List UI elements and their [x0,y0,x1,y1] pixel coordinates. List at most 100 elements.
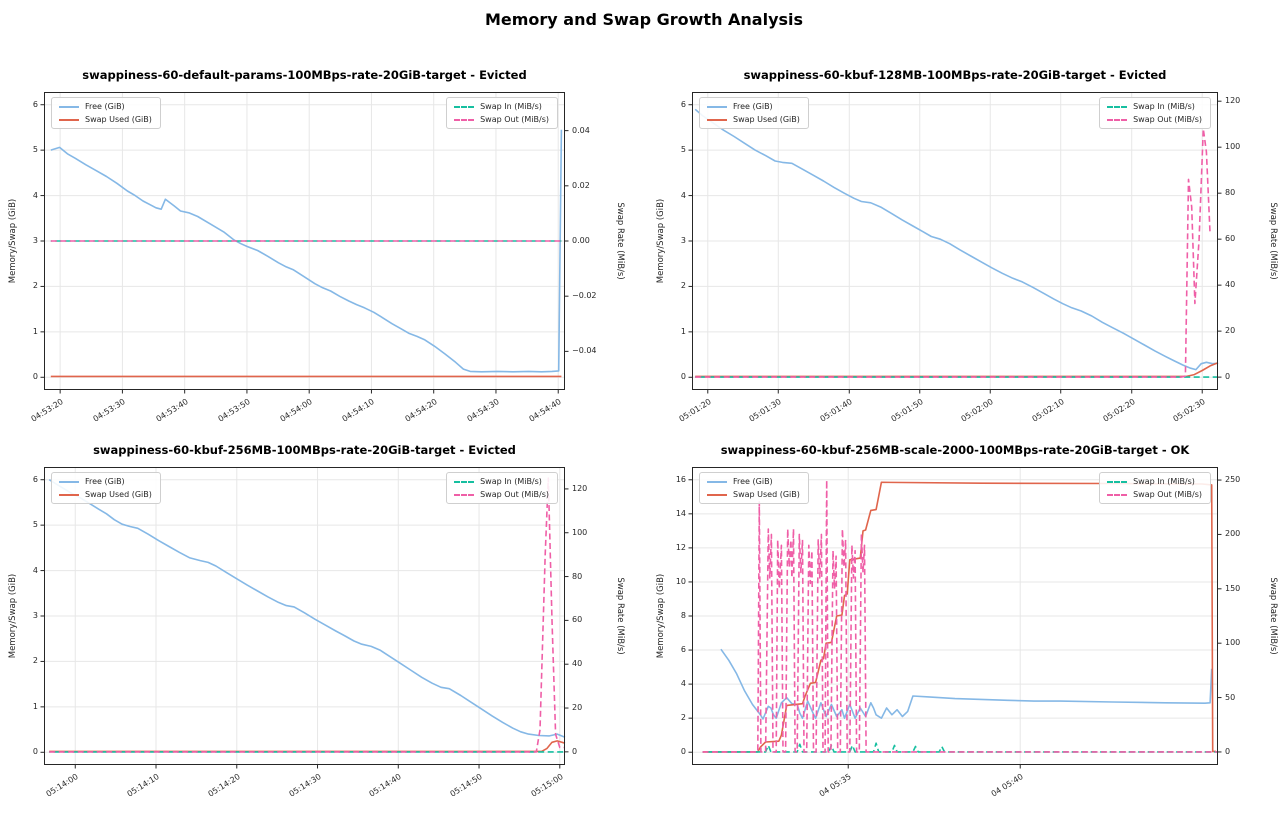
legend-line-swap_in-icon [454,105,475,108]
plot-area [688,467,1222,769]
chart-title: swappiness-60-kbuf-256MB-100MBps-rate-20… [93,443,516,457]
x-tick-label: 04 05:35 [817,772,853,799]
y-tick-label-right: 0.00 [572,236,590,245]
y-tick-label-left: 3 [680,236,686,245]
axes-border [692,92,1218,390]
legend-label: Swap In (MiB/s) [1133,477,1195,486]
y-tick-label-left: 4 [680,679,686,689]
x-tick-label: 05:14:20 [206,772,242,799]
y-tick-label-left: 14 [675,508,686,518]
x-tick-label: 05:14:30 [287,772,323,799]
series-line-swap_used [49,740,566,753]
y-tick-label-left: 12 [675,542,686,552]
series-line-free [48,479,566,739]
plot-area [40,92,569,394]
y-tick-label-right: 20 [572,703,583,713]
legend-label: Swap In (MiB/s) [1133,102,1195,111]
y-tick-label-left: 0 [680,747,686,757]
legend-swap-rate: Swap In (MiB/s) Swap Out (MiB/s) [1099,472,1211,504]
legend-line-swap_in-icon [1107,105,1128,108]
y-tick-label-right: 250 [1225,475,1241,485]
legend-label: Swap In (MiB/s) [480,477,542,486]
series-line-swap_used [695,361,1219,378]
series-line-swap_out [695,127,1211,378]
y-axis-label-right: Swap Rate (MiB/s) [615,577,625,655]
legend-item: Swap In (MiB/s) [454,477,549,486]
chart-title: swappiness-60-default-params-100MBps-rat… [82,68,527,82]
legend-label: Free (GiB) [85,477,125,486]
y-tick-label-right: 100 [572,527,588,537]
legend-label: Swap Out (MiB/s) [1133,115,1202,124]
legend-label: Swap Used (GiB) [733,115,800,124]
plot-area [40,467,569,769]
y-tick-label-right: 0 [1225,372,1231,382]
axes-border [44,92,565,390]
legend-item: Swap In (MiB/s) [454,102,549,111]
y-tick-label-right: 0.04 [572,125,590,135]
legend-line-free-icon [59,480,79,483]
legend-label: Free (GiB) [733,102,773,111]
y-tick-label-right: 200 [1225,529,1241,539]
legend-swap-rate: Swap In (MiB/s) Swap Out (MiB/s) [446,97,558,129]
y-tick-label-right: 40 [1225,280,1236,290]
legend-item: Swap Used (GiB) [707,490,800,499]
x-tick-label: 05:15:00 [529,772,565,799]
chart-swappiness-kbuf-256MB: swappiness-60-kbuf-256MB-100MBps-rate-20… [8,443,625,799]
y-tick-label-left: 6 [32,99,38,109]
y-tick-label-left: 3 [32,236,38,245]
y-tick-label-left: 1 [32,701,38,711]
legend-line-swap_used-icon [707,493,727,496]
y-tick-label-right: 150 [1225,583,1241,593]
legend-item: Free (GiB) [707,102,800,111]
legend-label: Swap In (MiB/s) [480,102,542,111]
legend-label: Swap Out (MiB/s) [480,115,549,124]
chart-swappiness-kbuf-256MB-scale-2000: swappiness-60-kbuf-256MB-scale-2000-100M… [656,443,1278,799]
x-tick-label: 05:14:50 [448,772,484,799]
legend-line-swap_in-icon [1107,480,1128,483]
y-tick-label-left: 4 [680,190,686,200]
y-axis-label-right: Swap Rate (MiB/s) [1268,202,1278,280]
legend-label: Free (GiB) [733,477,773,486]
legend-item: Free (GiB) [59,102,152,111]
legend-item: Free (GiB) [707,477,800,486]
y-axis-label-right: Swap Rate (MiB/s) [1268,577,1278,655]
y-tick-label-right: 60 [572,615,583,625]
chart-title: swappiness-60-kbuf-128MB-100MBps-rate-20… [743,68,1167,82]
series-line-free [720,648,1213,720]
y-tick-label-left: 6 [32,474,38,484]
legend-line-swap_used-icon [59,493,79,496]
series-line-free [50,129,563,373]
y-tick-label-right: 0 [1225,746,1231,756]
legend-label: Swap Out (MiB/s) [1133,490,1202,499]
legend-line-swap_out-icon [454,493,475,496]
legend-line-free-icon [707,105,727,108]
legend-item: Swap Out (MiB/s) [454,490,549,499]
series-line-swap_in [702,742,1218,753]
y-tick-label-left: 8 [680,611,686,620]
y-tick-label-right: 120 [572,483,588,493]
y-tick-label-right: 120 [1225,96,1241,106]
legend-item: Swap Used (GiB) [59,490,152,499]
legend-swap-rate: Swap In (MiB/s) Swap Out (MiB/s) [446,472,558,504]
legend-label: Swap Used (GiB) [85,490,152,499]
axes-border [44,467,565,765]
figure-title: Memory and Swap Growth Analysis [484,10,804,29]
y-tick-label-right: 60 [1225,234,1236,244]
legend-line-free-icon [707,480,727,483]
x-tick-label: 05:14:40 [367,772,404,799]
legend-memory: Free (GiB) Swap Used (GiB) [699,472,809,504]
legend-swap-rate: Swap In (MiB/s) Swap Out (MiB/s) [1099,97,1211,129]
legend-line-swap_out-icon [454,118,475,121]
y-tick-label-right: −0.04 [572,346,597,356]
legend-label: Swap Out (MiB/s) [480,490,549,499]
legend-item: Swap Used (GiB) [59,115,152,124]
legend-item: Swap Out (MiB/s) [1107,490,1202,499]
legend-label: Swap Used (GiB) [85,115,152,124]
chart-title: swappiness-60-kbuf-256MB-scale-2000-100M… [720,443,1190,457]
legend-item: Swap In (MiB/s) [1107,102,1202,111]
y-tick-label-left: 10 [675,576,686,586]
x-tick-label: 05:14:00 [44,772,81,799]
y-tick-label-right: 100 [1225,638,1241,648]
legend-item: Swap Out (MiB/s) [1107,115,1202,124]
y-tick-label-right: 100 [1225,142,1241,152]
